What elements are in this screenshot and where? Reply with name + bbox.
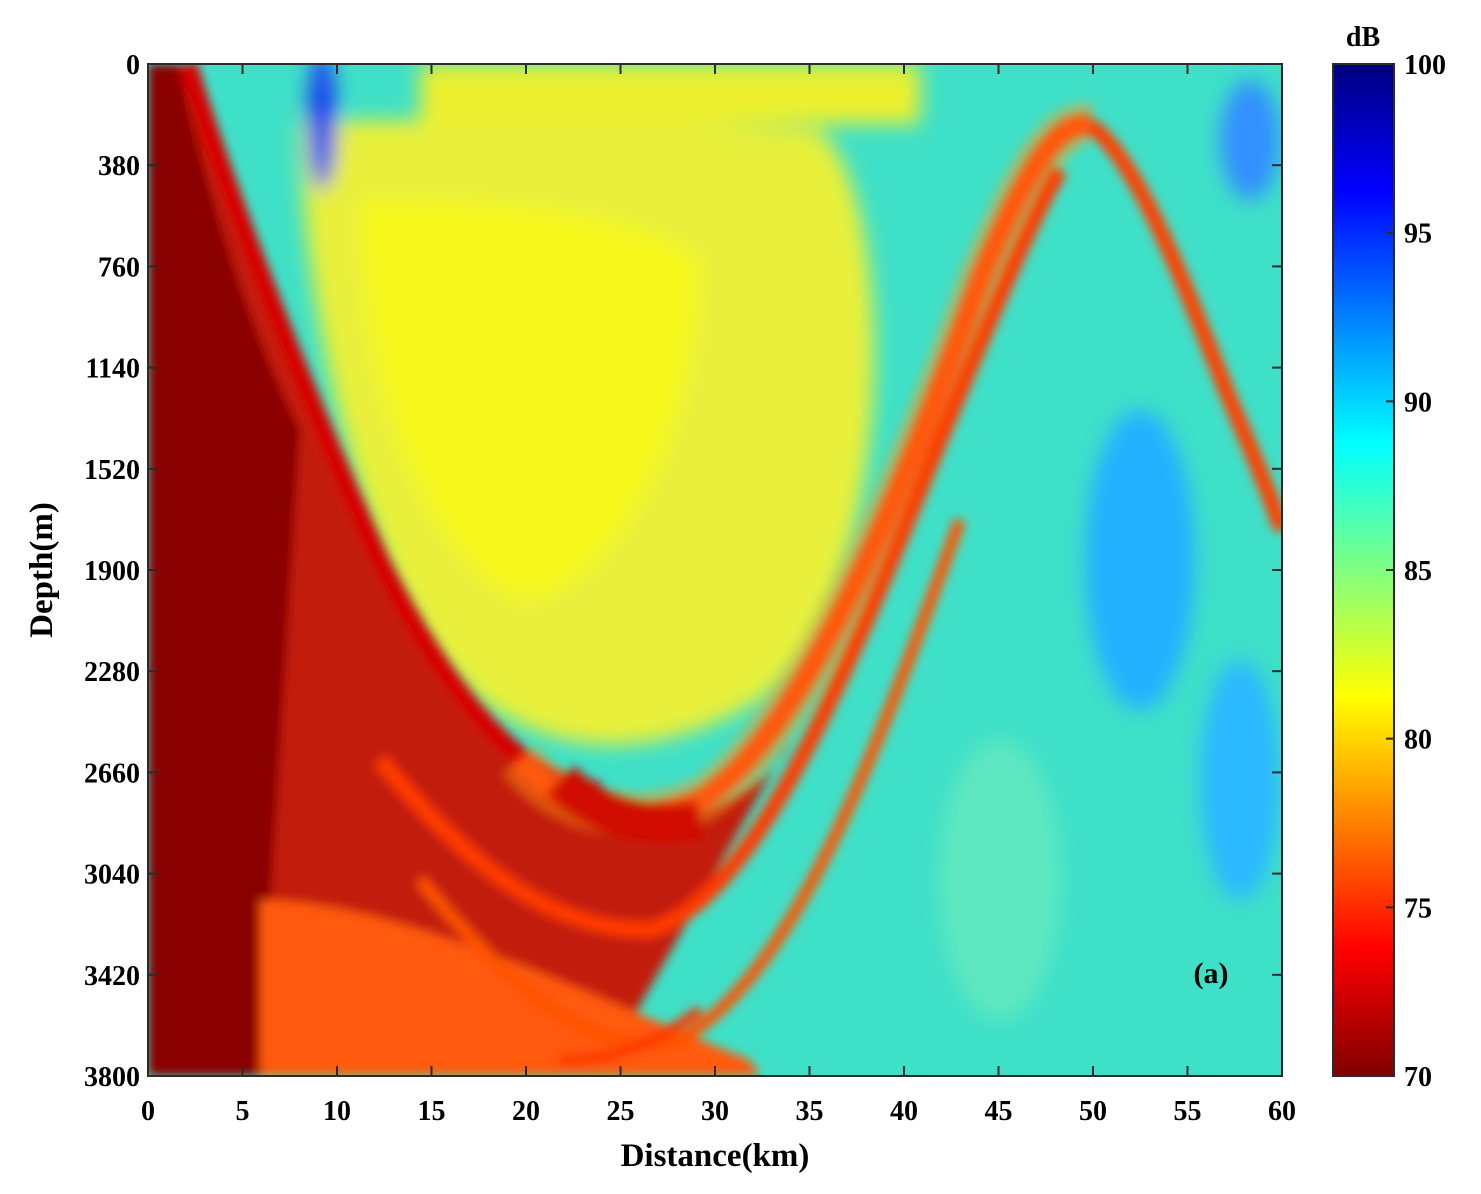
- x-tick-label: 40: [890, 1096, 918, 1127]
- heatmap-blobs: [300, 64, 1280, 1020]
- heatmap-sharp: [148, 64, 1282, 1076]
- x-tick-label: 30: [701, 1096, 729, 1127]
- y-tick-label: 1900: [84, 556, 140, 587]
- colorbar-tick-label: 95: [1404, 219, 1432, 250]
- x-tick-label: 20: [512, 1096, 540, 1127]
- y-tick-label: 1520: [84, 455, 140, 486]
- colorbar-title: dB: [1346, 22, 1380, 53]
- heatmap-field: [148, 64, 1282, 1076]
- x-tick-label: 25: [607, 1096, 635, 1127]
- colorbar-ticks: 70 75 80 85 90 95 100: [1386, 50, 1446, 1093]
- blue-patch-3: [1200, 660, 1280, 900]
- x-tick-label: 15: [418, 1096, 446, 1127]
- colorbar-tick-label: 85: [1404, 556, 1432, 587]
- near-source-core: [148, 64, 300, 1076]
- y-tick-label: 760: [98, 252, 140, 283]
- x-tick-label: 45: [985, 1096, 1013, 1127]
- cyan-patch: [940, 740, 1060, 1020]
- surface-band: [420, 64, 920, 124]
- colorbar-tick-label: 90: [1404, 387, 1432, 418]
- blue-patch-2: [1085, 410, 1195, 710]
- x-axis: 0 5 10 15 20 25 30 35 40 45 50 55 60: [141, 64, 1296, 1127]
- x-tick-label: 0: [141, 1096, 155, 1127]
- x-tick-label: 35: [796, 1096, 824, 1127]
- y-tick-label: 3800: [84, 1062, 140, 1093]
- lower-arc-3: [559, 1005, 703, 1065]
- second-arc: [1085, 118, 1282, 533]
- y-tick-label: 1140: [86, 354, 140, 385]
- blue-patch-1: [308, 64, 336, 190]
- colorbar-tick-label: 100: [1404, 50, 1446, 81]
- lower-interference: [260, 900, 760, 1076]
- x-tick-label: 60: [1268, 1096, 1296, 1127]
- colorbar-tick-label: 70: [1404, 1062, 1432, 1093]
- y-tick-label: 3420: [84, 961, 140, 992]
- y-tick-label: 380: [98, 151, 140, 182]
- y-tick-label: 2280: [84, 657, 140, 688]
- near-source-wedge: [148, 64, 790, 1076]
- y-axis: 0 380 760 1140 1520 1900 2280 2660 3040 3420 3800: [84, 50, 1282, 1093]
- x-tick-label: 50: [1079, 1096, 1107, 1127]
- yellow-core: [360, 200, 700, 600]
- colorbar: [1332, 63, 1395, 1077]
- panel-label: (a): [1194, 957, 1229, 990]
- y-tick-label: 3040: [84, 860, 140, 891]
- x-tick-label: 55: [1174, 1096, 1202, 1127]
- y-tick-label: 2660: [84, 758, 140, 789]
- lower-arc-2: [415, 517, 966, 1050]
- x-axis-title: Distance(km): [621, 1138, 810, 1174]
- lower-arc-1: [373, 165, 1067, 939]
- x-tick-label: 10: [323, 1096, 351, 1127]
- thick-band: [545, 765, 704, 844]
- x-tick-label: 5: [236, 1096, 250, 1127]
- colorbar-tick-label: 80: [1404, 725, 1432, 756]
- y-tick-label: 0: [126, 50, 140, 81]
- colorbar-tick-label: 75: [1404, 893, 1432, 924]
- blue-patch-4: [1220, 80, 1280, 200]
- y-axis-title: Depth(m): [24, 502, 60, 638]
